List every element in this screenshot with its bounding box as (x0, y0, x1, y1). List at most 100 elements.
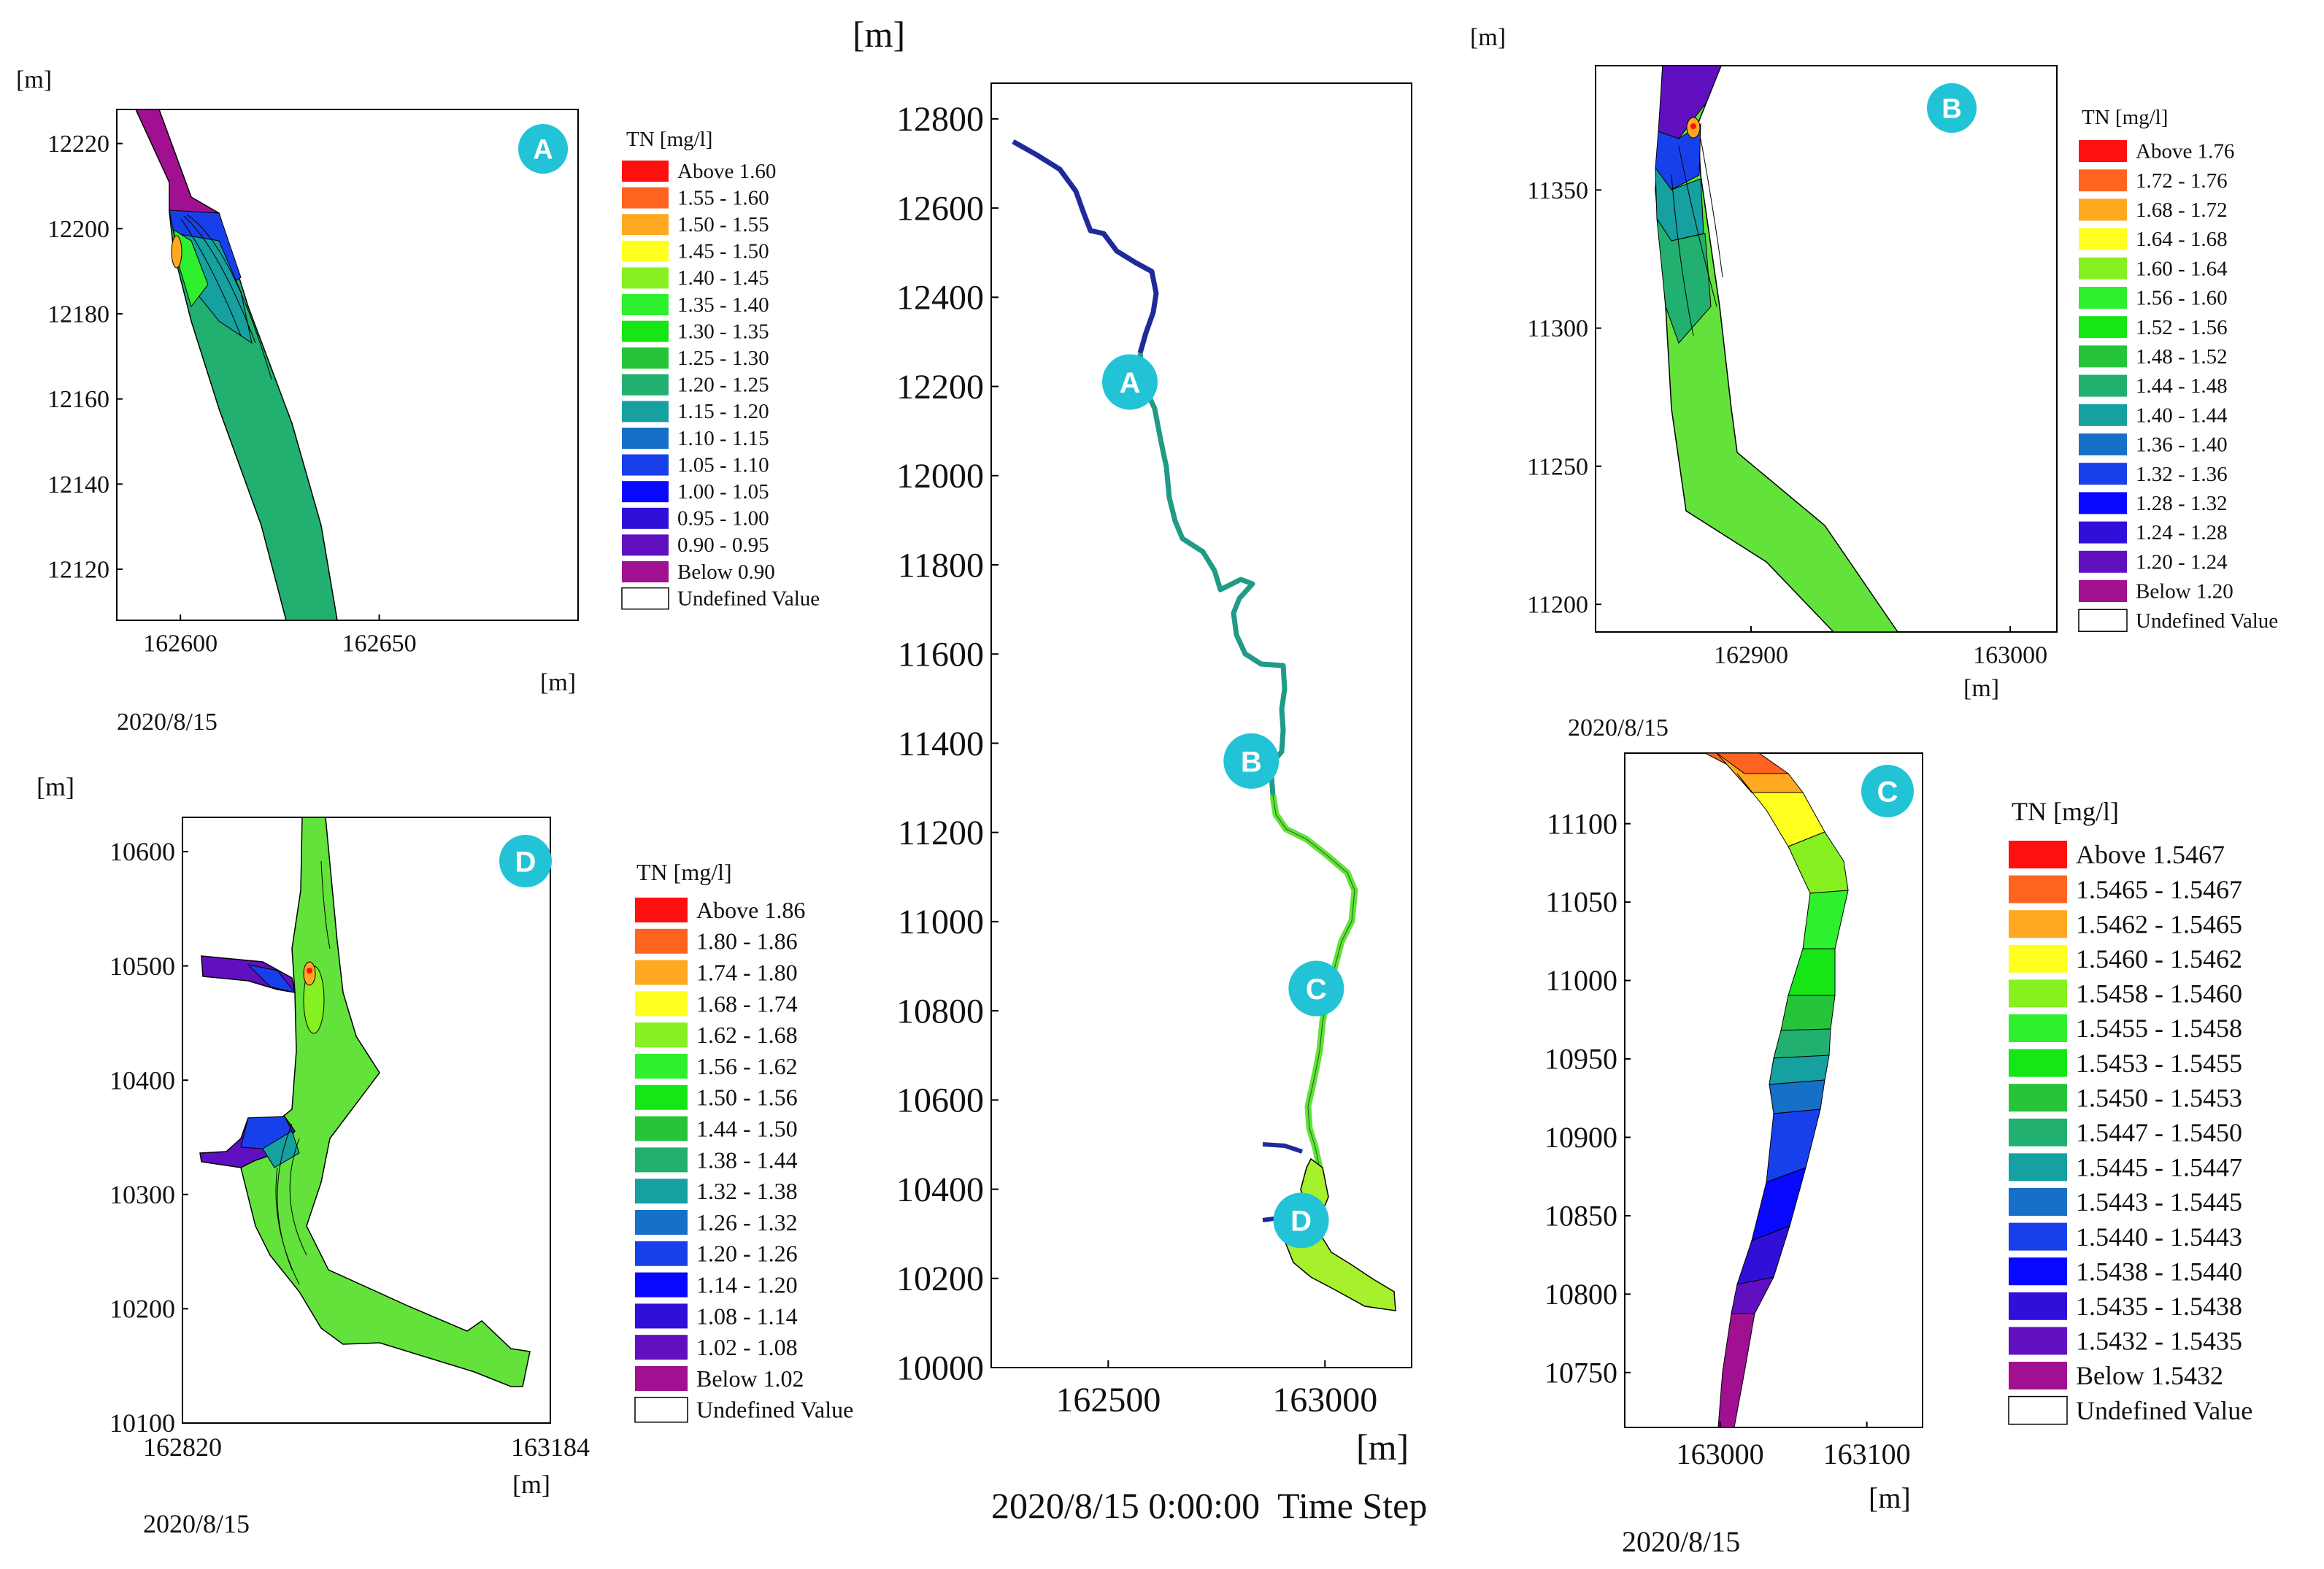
legend-swatch-A-2 (622, 214, 669, 236)
panel-c-date: 2020/8/15 (1622, 1525, 1740, 1558)
panel-b (1595, 65, 2058, 633)
y-tick-label-A-3: 12180 (47, 301, 109, 328)
panel-d-trib-upper-blue (247, 964, 296, 993)
main-river-middle (1137, 352, 1288, 796)
panel-b-date: 2020/8/15 (1568, 714, 1669, 741)
legend-swatch-A-5 (622, 294, 669, 315)
legend-label-C-2: 1.5462 - 1.5465 (2076, 909, 2242, 938)
legend-swatch-D-11 (635, 1241, 688, 1266)
legend-swatch-C-15 (2009, 1362, 2067, 1389)
marker-B-label: B (1942, 94, 1961, 125)
y-tick-label-A-1: 12140 (47, 471, 109, 498)
legend-label-A-10: 1.10 - 1.15 (677, 427, 769, 450)
legend-swatch-C-11 (2009, 1222, 2067, 1251)
legend-swatch-D-3 (635, 991, 688, 1017)
panel-c (1624, 752, 1923, 1428)
legend-label-D-14: 1.02 - 1.08 (696, 1334, 798, 1360)
legend-label-A-0: Above 1.60 (677, 160, 776, 183)
legend-swatch-C-10 (2009, 1188, 2067, 1216)
legend-label-A-12: 1.00 - 1.05 (677, 480, 769, 504)
marker-A-label: A (533, 135, 553, 166)
x-tick-label-A-0: 162600 (143, 631, 218, 658)
panel-c-band-lime (1788, 831, 1849, 894)
panel-d (182, 817, 551, 1424)
panel-a-frame (116, 109, 579, 621)
legend-swatch-B-8 (2079, 374, 2127, 397)
y-tick-label-main-3: 10600 (896, 1082, 984, 1120)
main-marker-b-circle (1223, 733, 1280, 789)
legend-title-D: TN [mg/l] (636, 859, 732, 885)
legend-swatch-A-16 (621, 587, 669, 610)
x-tick-label-A-1: 162650 (342, 631, 417, 658)
y-tick-label-D-1: 10200 (109, 1295, 175, 1324)
legend-label-A-11: 1.05 - 1.10 (677, 453, 769, 477)
legend-label-B-5: 1.56 - 1.60 (2136, 287, 2228, 310)
marker-A-circle (518, 124, 568, 174)
legend-swatch-A-14 (622, 534, 669, 556)
legend-swatch-B-2 (2079, 198, 2127, 221)
legend-label-C-1: 1.5465 - 1.5467 (2076, 875, 2242, 904)
y-tick-label-A-0: 12120 (47, 557, 109, 584)
legend-swatch-C-1 (2009, 875, 2067, 903)
legend-swatch-A-3 (622, 240, 669, 262)
panel-a-date: 2020/8/15 (117, 709, 218, 736)
ticks-C: 163000 163100 10750 10800 10850 10900 10950 110… (1544, 807, 1911, 1470)
legend-label-C-7: 1.5450 - 1.5453 (2076, 1083, 2242, 1112)
legend-label-C-10: 1.5443 - 1.5445 (2076, 1187, 2242, 1217)
legend-swatch-D-13 (635, 1303, 688, 1329)
legend-B: TN [mg/l] Above 1.76 1.72 - 1.76 1.68 - 1.7… (2078, 106, 2278, 633)
panel-b-unit-x: [m] (1963, 675, 1999, 702)
legend-label-C-12: 1.5438 - 1.5440 (2076, 1257, 2242, 1286)
legend-label-A-15: Below 0.90 (677, 560, 775, 584)
y-tick-label-D-5: 10600 (109, 837, 175, 866)
legend-swatch-A-0 (622, 161, 669, 182)
y-tick-label-D-0: 10100 (109, 1408, 175, 1438)
y-tick-label-main-5: 11000 (898, 903, 984, 941)
ticks-A: 162600 162650 12120 12140 12160 12180 12200 122… (47, 131, 417, 657)
y-tick-label-main-10: 12000 (896, 457, 984, 496)
panel-c-unit-x: [m] (1869, 1481, 1911, 1514)
main-marker-d-circle (1273, 1192, 1329, 1249)
legend-swatch-D-5 (635, 1054, 688, 1079)
legend-swatch-B-15 (2079, 580, 2127, 602)
main-unit-x: [m] (1356, 1427, 1409, 1468)
legend-swatch-D-12 (635, 1272, 688, 1298)
legend-swatch-B-4 (2079, 257, 2127, 280)
y-tick-label-main-2: 10400 (896, 1171, 984, 1209)
panel-d-unit-x: [m] (512, 1470, 550, 1499)
legend-label-D-2: 1.74 - 1.80 (696, 959, 798, 985)
legend-swatch-A-15 (622, 561, 669, 582)
legend-label-A-3: 1.45 - 1.50 (677, 240, 769, 263)
y-tick-label-D-3: 10400 (109, 1065, 175, 1095)
legend-label-C-6: 1.5453 - 1.5455 (2076, 1049, 2242, 1078)
marker-D: D (499, 835, 552, 887)
marker-C-circle (1861, 765, 1914, 817)
panel-c-band-orange (1716, 752, 1804, 793)
y-tick-label-main-8: 11600 (898, 636, 984, 674)
legend-swatch-A-8 (622, 374, 669, 396)
x-tick-label-D-1: 163184 (511, 1433, 590, 1462)
legend-label-A-14: 0.90 - 0.95 (677, 533, 769, 557)
legend-label-B-4: 1.60 - 1.64 (2136, 257, 2228, 280)
marker-D-circle (499, 835, 552, 887)
legend-swatch-C-9 (2009, 1153, 2067, 1181)
y-tick-label-C-0: 10750 (1544, 1356, 1617, 1389)
marker-C: C (1861, 765, 1914, 817)
panel-a-unit-x: [m] (540, 669, 576, 696)
panel-d-river (199, 817, 531, 1387)
y-tick-label-C-7: 11100 (1547, 807, 1617, 840)
y-tick-label-main-13: 12600 (896, 189, 984, 228)
legend-swatch-B-3 (2079, 228, 2127, 250)
legend-label-B-7: 1.48 - 1.52 (2136, 345, 2228, 369)
legend-label-B-8: 1.44 - 1.48 (2136, 374, 2228, 398)
main-marker-a: A (1102, 354, 1158, 410)
tick-layer: 162600 162650 12120 12140 12160 12180 12200 122… (47, 100, 2047, 1470)
legend-swatch-C-13 (2009, 1292, 2067, 1320)
legend-label-A-4: 1.40 - 1.45 (677, 266, 769, 290)
y-tick-label-C-2: 10850 (1544, 1200, 1617, 1233)
marker-C-label: C (1877, 776, 1898, 808)
panel-c-band-magenta (1717, 1313, 1755, 1428)
y-tick-label-A-5: 12220 (47, 131, 109, 158)
legend-swatch-D-2 (635, 960, 688, 985)
legend-swatch-C-7 (2009, 1084, 2067, 1112)
